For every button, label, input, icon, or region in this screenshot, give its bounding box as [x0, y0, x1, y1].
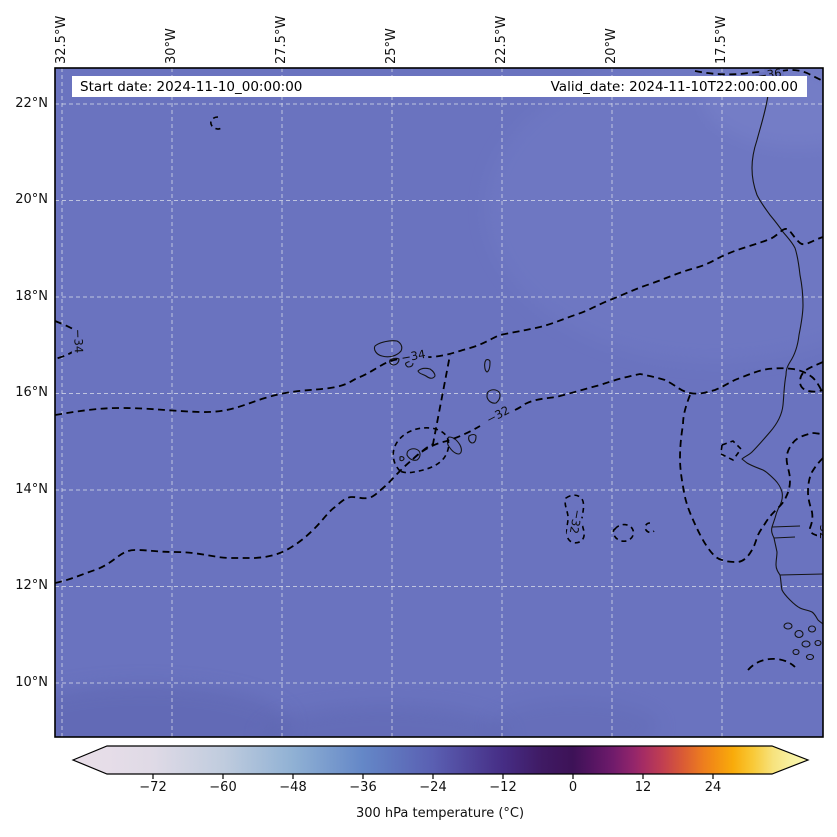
lat-tick-label: 22°N [15, 96, 48, 111]
lon-tick-label: 22.5°W [494, 15, 509, 64]
contour-minus34-main [55, 228, 823, 416]
contour-tiny-loop [612, 523, 635, 542]
colorbar-tick-label: −12 [489, 780, 517, 795]
contour-right-edge-upper-curl [799, 361, 823, 393]
map-area: −36 −34 −34 −32 −32 −32 [55, 68, 831, 737]
contour-tiny-arc [644, 522, 655, 534]
cape-verde-islands [373, 340, 501, 462]
start-date-label: Start date: 2024-11-10_00:00:00 [80, 79, 303, 95]
colorbar-tick-label: −48 [279, 780, 307, 795]
lon-tick-label: 32.5°W [54, 15, 69, 64]
contour-minus32-small-loop [564, 494, 585, 544]
west-africa-coastline [741, 68, 823, 625]
title-band [72, 76, 807, 97]
river-inlet [773, 536, 796, 539]
lat-tick-label: 10°N [15, 675, 48, 690]
river-inlet [779, 573, 823, 576]
colorbar-tick-label: 24 [704, 780, 722, 795]
colorbar-title: 300 hPa temperature (°C) [355, 806, 525, 821]
lat-tick-label: 14°N [15, 482, 48, 497]
colorbar-tick-label: −60 [209, 780, 237, 795]
coastlines [373, 68, 823, 661]
lon-tick-label: 27.5°W [274, 15, 289, 64]
contour-tiny-loop-topleft [210, 116, 224, 130]
lat-tick-label: 18°N [15, 289, 48, 304]
colorbar-tick-label: −24 [419, 780, 447, 795]
river-inlet [771, 525, 801, 528]
valid-date-label: Valid_date: 2024-11-10T22:00:00.00 [550, 79, 798, 95]
lon-tick-label: 17.5°W [714, 15, 729, 64]
lon-tick-label: 20°W [604, 28, 619, 64]
contour-right-edge-lower-curl [807, 457, 823, 538]
temperature-contours [55, 69, 823, 671]
contour-inner-diamond [720, 440, 743, 462]
contour-minus32-main [55, 354, 823, 584]
colorbar-bar [71, 745, 810, 775]
bijagos-islands [783, 622, 822, 661]
contour-minus32-right-loop [679, 394, 823, 563]
colorbar-ticks [152, 774, 714, 779]
contour-label: −32 [817, 515, 831, 539]
colorbar-tick-label: 12 [634, 780, 652, 795]
colorbar [71, 745, 810, 779]
lat-tick-label: 16°N [15, 385, 48, 400]
lon-tick-label: 25°W [384, 28, 399, 64]
contour-label: −34 [71, 329, 86, 354]
lat-tick-label: 20°N [15, 192, 48, 207]
colorbar-tick-label: −36 [349, 780, 377, 795]
contour-island-loop [392, 427, 450, 474]
colorbar-tick-label: −72 [139, 780, 167, 795]
lon-tick-label: 30°W [164, 28, 179, 64]
lat-tick-label: 12°N [15, 578, 48, 593]
contour-minus36 [694, 69, 823, 82]
colorbar-tick-label: 0 [568, 780, 578, 795]
contour-bottom-right-arc [747, 657, 796, 671]
contour-minus34-left-arc [55, 320, 82, 360]
axes-frame [54, 67, 824, 738]
